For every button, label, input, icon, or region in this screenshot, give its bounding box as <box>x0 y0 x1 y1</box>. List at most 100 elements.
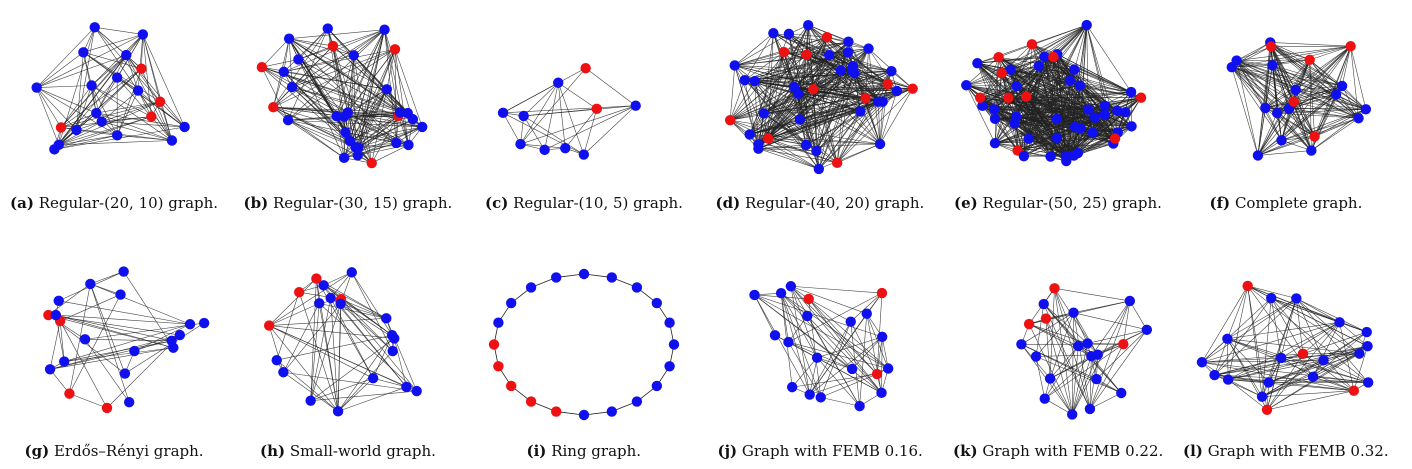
graph-edge <box>273 106 400 113</box>
graph-edge <box>85 339 172 342</box>
graph-edge <box>298 28 328 60</box>
graph-edge <box>809 321 852 395</box>
caption-a: (a) Regular-(20, 10) graph. <box>10 194 218 212</box>
graph-edge <box>1271 297 1367 333</box>
graph-edge <box>744 79 838 164</box>
graph-edge <box>58 101 161 146</box>
caption-text: Ring graph. <box>551 442 642 460</box>
graph-edge <box>966 56 999 86</box>
graph-node-blue <box>1260 102 1271 114</box>
graph-node-red <box>1048 51 1059 63</box>
graph-edge <box>994 97 1009 144</box>
caption-j: (j) Graph with FEMB 0.16. <box>718 442 923 460</box>
graph-edge <box>866 313 889 369</box>
graph-node-blue <box>1099 100 1111 111</box>
graph-edge <box>1026 96 1126 113</box>
graph-panel-f <box>1180 12 1392 177</box>
graph-edge <box>734 54 830 66</box>
graph-edge <box>1079 25 1087 86</box>
graph-edge <box>50 347 174 370</box>
graph-edge <box>1038 65 1089 110</box>
caption-label: (h) <box>260 442 286 460</box>
graph-edge <box>1302 353 1355 391</box>
graph-edge <box>1227 379 1263 397</box>
graph-node-red <box>154 96 166 107</box>
graph-edge <box>763 101 883 114</box>
graph-node-blue <box>1318 355 1329 366</box>
graph-node-blue <box>886 65 897 77</box>
graph-edge <box>287 119 345 159</box>
graph-edge <box>357 144 409 156</box>
graph-edge <box>767 138 819 170</box>
graph-edge <box>36 52 84 88</box>
graph-node-red <box>1304 54 1315 66</box>
graph-edge <box>90 283 121 295</box>
graph-node-red <box>882 78 893 90</box>
caption-label: (k) <box>953 442 978 460</box>
graph-edge <box>273 106 345 159</box>
graph-edge <box>1227 379 1268 411</box>
graph-edge <box>1295 59 1310 91</box>
graph-edges <box>48 271 205 409</box>
graph-edge <box>788 341 889 369</box>
graph-edge <box>283 371 417 392</box>
graph-node-blue <box>1084 403 1096 415</box>
caption-label: (d) <box>715 194 741 212</box>
graph-edge <box>758 148 838 164</box>
graph-drawing-d <box>724 19 918 175</box>
graph-edge <box>965 85 996 144</box>
graph-node-blue <box>505 297 517 309</box>
graph-edge <box>330 272 352 299</box>
graph-edge <box>101 116 152 122</box>
graph-edge <box>1227 338 1269 383</box>
graph-node-red <box>55 122 67 133</box>
graph-node-blue <box>1266 292 1277 304</box>
graph-node-blue <box>89 22 100 33</box>
graph-edge <box>1054 288 1073 415</box>
graph-nodes <box>488 268 680 421</box>
graph-edge <box>59 320 108 409</box>
graph-node-blue <box>1362 377 1374 388</box>
graph-edge <box>349 55 355 141</box>
graph-node-blue <box>1039 393 1050 404</box>
graph-edge <box>1247 285 1367 333</box>
graph-edge <box>1028 138 1067 162</box>
graph-edge <box>851 336 883 370</box>
graph-node-blue <box>278 367 289 378</box>
graph-edge <box>558 82 597 110</box>
graph-edge <box>1054 288 1079 347</box>
graph-edge <box>69 393 108 409</box>
graph-node-blue <box>1272 107 1283 119</box>
graph-drawing-a <box>31 22 190 155</box>
graph-edge <box>1270 42 1310 61</box>
graph-edge <box>836 70 853 163</box>
graph-node-red <box>327 40 339 52</box>
graph-edge <box>523 105 636 117</box>
graph-edge <box>289 38 354 56</box>
graph-node-red <box>525 396 537 407</box>
graph-edge <box>353 29 385 56</box>
graph-nodes <box>1196 280 1374 416</box>
graph-node-blue <box>876 331 888 343</box>
graph-edge <box>268 325 284 373</box>
graph-edge <box>134 323 191 352</box>
graph-edge <box>758 86 795 145</box>
graph-node-blue <box>293 54 304 65</box>
graph-edge <box>788 341 882 394</box>
graph-edge <box>49 320 61 370</box>
graph-node-blue <box>800 139 812 151</box>
graph-edge <box>337 377 374 412</box>
graph-edge <box>1231 66 1294 102</box>
graph-edge <box>758 113 765 145</box>
graph-node-red <box>1003 92 1014 104</box>
graph-node-blue <box>578 149 590 160</box>
graph-edge <box>1071 354 1099 415</box>
graph-node-red <box>268 101 279 113</box>
graph-edge <box>1071 356 1092 415</box>
graph-edge <box>1266 390 1354 411</box>
graph-edge <box>758 25 809 145</box>
graph-edge <box>60 85 92 128</box>
graph-node-blue <box>389 333 400 344</box>
graph-edge <box>59 320 65 362</box>
graph-edge <box>729 119 759 145</box>
